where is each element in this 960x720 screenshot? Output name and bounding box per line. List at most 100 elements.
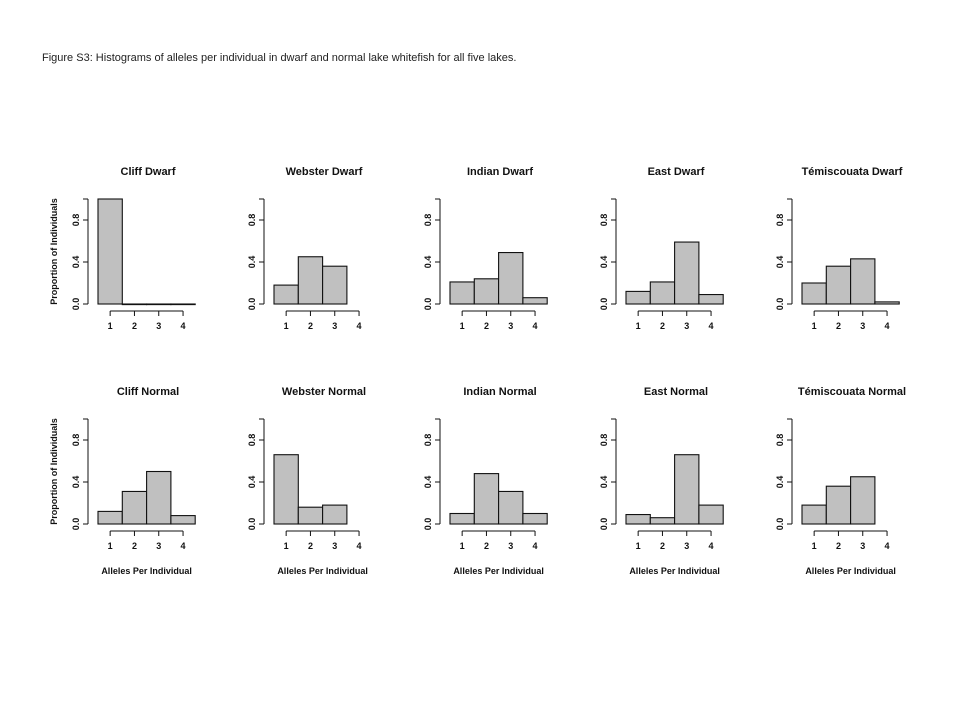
bar-2 (121, 490, 148, 525)
x-tick-label: 4 (357, 321, 362, 331)
bar-3 (498, 490, 524, 525)
panel-title: East Normal (644, 386, 708, 398)
x-tick-label: 2 (660, 321, 665, 331)
bar-1 (273, 454, 299, 525)
panel-indian-normal: Indian Normal 0.0 0.4 0.8 1 2 3 4 Alleles Per In… (423, 386, 548, 576)
y-tick-label: 0.8 (71, 214, 81, 227)
bar-1 (801, 504, 827, 525)
x-tick-label: 2 (484, 321, 489, 331)
y-tick-label: 0.8 (599, 434, 609, 447)
bar-3 (674, 454, 700, 525)
bar-4 (698, 504, 724, 525)
x-tick-label: 2 (484, 541, 489, 551)
x-tick-label: 1 (460, 541, 465, 551)
y-tick-label: 0.0 (775, 518, 785, 531)
y-tick-label: 0.8 (423, 214, 433, 227)
bar-3 (322, 504, 348, 525)
panel-title: Indian Dwarf (467, 166, 533, 178)
x-tick-label: 2 (308, 541, 313, 551)
y-tick-label: 0.4 (247, 476, 257, 489)
x-tick-label: 1 (636, 321, 641, 331)
panel-webster-normal: Webster Normal 0.0 0.4 0.8 1 2 3 4 Alleles Per I… (247, 386, 368, 576)
y-tick-label: 0.8 (423, 434, 433, 447)
bar-1 (625, 513, 651, 525)
x-tick-label: 1 (812, 541, 817, 551)
x-axis-label: Alleles Per Individual (629, 566, 720, 576)
y-tick-label: 0.8 (247, 434, 257, 447)
x-axis-label: Alleles Per Individual (805, 566, 896, 576)
bar-3 (146, 303, 172, 306)
x-tick-label: 4 (709, 321, 714, 331)
y-tick-label: 0.0 (71, 298, 81, 311)
bar-1 (97, 510, 123, 525)
panel-title: Témiscouata Dwarf (802, 166, 903, 178)
y-tick-label: 0.4 (71, 476, 81, 489)
y-tick-label: 0.4 (599, 476, 609, 489)
x-tick-label: 1 (108, 321, 113, 331)
x-tick-label: 3 (332, 321, 337, 331)
x-tick-label: 4 (709, 541, 714, 551)
bar-2 (121, 303, 148, 306)
y-tick-label: 0.0 (247, 298, 257, 311)
x-tick-label: 3 (860, 321, 865, 331)
bar-1 (449, 281, 475, 305)
x-tick-label: 1 (284, 321, 289, 331)
panel-title: Cliff Dwarf (121, 166, 176, 178)
bar-2 (297, 506, 324, 525)
x-tick-label: 3 (156, 541, 161, 551)
x-tick-label: 3 (684, 541, 689, 551)
bar-1 (449, 512, 475, 525)
x-axis-label: Alleles Per Individual (453, 566, 544, 576)
panel-title: Cliff Normal (117, 386, 179, 398)
y-tick-label: 0.0 (775, 298, 785, 311)
y-tick-label: 0.4 (423, 476, 433, 489)
y-tick-label: 0.4 (775, 476, 785, 489)
figure-caption: Figure S3: Histograms of alleles per ind… (42, 52, 517, 64)
x-tick-label: 2 (308, 321, 313, 331)
x-tick-label: 4 (181, 541, 186, 551)
bar-2 (297, 256, 324, 305)
bar-3 (850, 258, 876, 305)
bar-3 (850, 476, 876, 525)
bar-3 (322, 265, 348, 305)
y-tick-label: 0.0 (599, 518, 609, 531)
y-tick-label: 0.4 (775, 256, 785, 269)
y-tick-label: 0.4 (599, 256, 609, 269)
y-tick-label: 0.4 (247, 256, 257, 269)
panel-cliff-dwarf: Cliff Dwarf 0.0 0.4 0.8 1 2 3 4 Proportion of In… (49, 166, 196, 331)
y-tick-label: 0.8 (599, 214, 609, 227)
bar-2 (825, 485, 852, 525)
x-axis-label: Alleles Per Individual (277, 566, 368, 576)
y-tick-label: 0.8 (775, 214, 785, 227)
x-axis-label: Alleles Per Individual (101, 566, 192, 576)
x-tick-label: 3 (332, 541, 337, 551)
y-tick-label: 0.8 (775, 434, 785, 447)
bar-3 (146, 470, 172, 525)
y-tick-label: 0.0 (599, 298, 609, 311)
panel-t-miscouata-normal: Témiscouata Normal 0.0 0.4 0.8 1 2 3 4 Alleles P… (775, 386, 906, 576)
x-tick-label: 2 (132, 541, 137, 551)
x-tick-label: 3 (508, 321, 513, 331)
bar-2 (649, 517, 676, 525)
panel-east-normal: East Normal 0.0 0.4 0.8 1 2 3 4 Alleles Per Indi… (599, 386, 724, 576)
x-tick-label: 1 (284, 541, 289, 551)
x-tick-label: 4 (533, 541, 538, 551)
x-tick-label: 4 (533, 321, 538, 331)
y-tick-label: 0.0 (423, 518, 433, 531)
x-tick-label: 3 (156, 321, 161, 331)
x-tick-label: 1 (460, 321, 465, 331)
bar-1 (801, 282, 827, 305)
bar-2 (473, 473, 500, 525)
bar-4 (170, 303, 196, 306)
y-tick-label: 0.4 (71, 256, 81, 269)
y-tick-label: 0.4 (423, 256, 433, 269)
panel-t-miscouata-dwarf: Témiscouata Dwarf 0.0 0.4 0.8 1 2 3 4 (775, 166, 903, 331)
bar-2 (825, 265, 852, 305)
y-tick-label: 0.0 (247, 518, 257, 531)
y-tick-label: 0.8 (71, 434, 81, 447)
x-tick-label: 2 (132, 321, 137, 331)
x-tick-label: 1 (108, 541, 113, 551)
bar-4 (874, 301, 900, 305)
x-tick-label: 1 (636, 541, 641, 551)
